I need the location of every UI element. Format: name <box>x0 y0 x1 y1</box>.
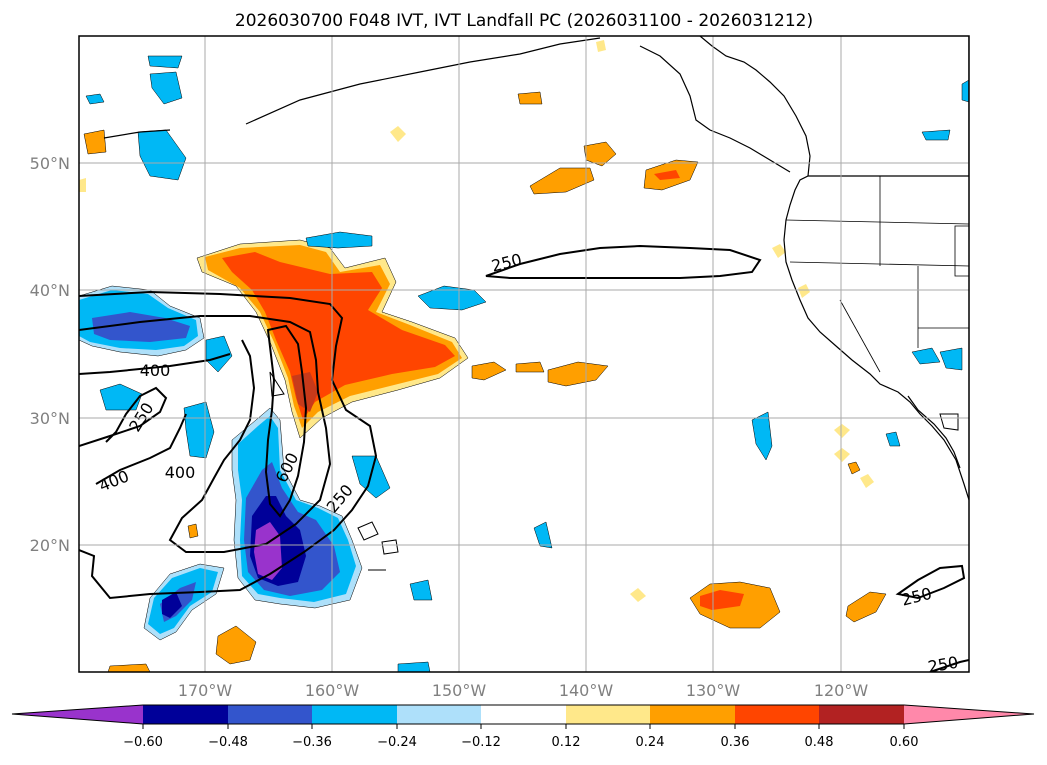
colorbar-segment <box>312 705 397 724</box>
neg-patch-7 <box>205 335 233 373</box>
contour-label: 400 <box>140 361 171 380</box>
pos-patch-17 <box>834 424 850 438</box>
lon-label: 170°W <box>178 681 233 700</box>
lat-label: 20°N <box>30 536 70 555</box>
pos-patch-19 <box>847 461 861 475</box>
neg-patch-5 <box>305 231 373 249</box>
neg-patch-3 <box>147 55 183 69</box>
pos-patch-4 <box>547 361 609 387</box>
pos-patch-11 <box>517 91 543 105</box>
pos-patch-6 <box>515 361 545 373</box>
neg-patch-4 <box>417 285 487 311</box>
neg-patch-17 <box>85 93 105 105</box>
lon-label: 140°W <box>559 681 614 700</box>
neg-patch-10 <box>751 411 773 461</box>
contour-250-bottom <box>929 659 969 672</box>
contour-250-east <box>485 244 762 279</box>
ivt-contours <box>79 244 969 672</box>
contour-250-main <box>79 290 378 600</box>
colorbar-tick-label: 0.48 <box>805 735 834 750</box>
contour-250-swirl <box>79 386 168 447</box>
state-borders <box>785 176 969 373</box>
coastlines <box>103 36 969 501</box>
pos-patch-1 <box>529 167 595 195</box>
neg-patch-13 <box>921 129 951 141</box>
lon-label: 150°W <box>432 681 487 700</box>
pos-patch-14 <box>596 40 606 52</box>
neg-purple <box>254 522 282 580</box>
pos-patch-12 <box>107 663 151 672</box>
lon-label: 120°W <box>814 681 869 700</box>
contour-label: 400 <box>165 463 196 482</box>
colorbar-tick-label: −0.12 <box>461 735 501 750</box>
contour-600 <box>264 324 308 518</box>
pos-patch-5 <box>471 361 507 381</box>
pos-patch-21 <box>630 588 646 602</box>
lon-label: 160°W <box>305 681 360 700</box>
neg-patch-6 <box>99 383 143 411</box>
neg-patch-16 <box>533 521 553 549</box>
neg-patch-19 <box>397 661 431 672</box>
pos-patch-7-core <box>700 590 744 610</box>
colorbar-segment <box>397 705 481 724</box>
neg-patch-14 <box>961 79 969 103</box>
neg-patch-11 <box>911 347 941 365</box>
pos-patch-15 <box>772 244 786 258</box>
longitude-labels: 170°W 160°W 150°W 140°W 130°W 120°W <box>178 681 869 700</box>
contour-250-se <box>895 564 966 600</box>
colorbar: −0.60 −0.48 −0.36 −0.24 −0.12 0.12 0.24 … <box>11 704 1035 750</box>
colorbar-segment <box>228 705 312 724</box>
colorbar-tick-label: 0.36 <box>721 735 750 750</box>
lon-label: 130°W <box>686 681 741 700</box>
colorbar-tick-label: −0.60 <box>123 735 163 750</box>
colorbar-segment <box>650 705 735 724</box>
lat-label: 50°N <box>30 154 70 173</box>
pos-patch-13 <box>390 126 406 142</box>
colorbar-tick-label: 0.60 <box>890 735 919 750</box>
contour-400-inner <box>79 315 332 553</box>
latitude-labels: 50°N 40°N 30°N 20°N <box>30 154 70 555</box>
neg-se-navy <box>162 592 182 618</box>
pos-patch-3-core <box>654 170 680 180</box>
lat-label: 30°N <box>30 409 70 428</box>
map-title: 2026030700 F048 IVT, IVT Landfall PC (20… <box>235 11 813 31</box>
map-frame <box>78 35 970 673</box>
pos-patch-16 <box>798 284 810 298</box>
pos-patch-22 <box>187 523 199 539</box>
pos-patch-8 <box>845 591 887 623</box>
neg-patch-8 <box>183 401 215 459</box>
colorbar-tick-label: −0.48 <box>208 735 248 750</box>
colorbar-segment <box>566 705 650 724</box>
lat-label: 40°N <box>30 281 70 300</box>
pos-patch-20 <box>860 474 874 488</box>
colorbar-segment <box>481 705 566 724</box>
colorbar-ticks <box>142 724 905 729</box>
pos-patch-23 <box>79 178 86 192</box>
islands <box>269 371 959 571</box>
neg-patch-2 <box>149 71 183 105</box>
neg-patch-15 <box>409 579 433 601</box>
pos-patch-18 <box>834 448 850 462</box>
colorbar-tick-label: 0.12 <box>552 735 581 750</box>
gridlines <box>79 36 969 672</box>
neg-patch-12 <box>939 347 963 371</box>
pos-patch-10 <box>83 129 107 155</box>
contour-label: 250 <box>926 653 959 677</box>
colorbar-segment <box>819 705 904 724</box>
pos-patch-9 <box>215 625 257 665</box>
contour-400-swirl <box>95 413 187 485</box>
colorbar-tick-label: 0.24 <box>636 735 665 750</box>
neg-patch-18 <box>885 431 901 447</box>
colorbar-segment <box>735 705 819 724</box>
colorbar-segment <box>904 705 1034 724</box>
colorbar-tick-label: −0.24 <box>377 735 417 750</box>
colorbar-tick-label: −0.36 <box>292 735 332 750</box>
colorbar-segment <box>143 705 228 724</box>
colorbar-segment <box>12 705 143 724</box>
contour-400-left <box>79 353 231 375</box>
